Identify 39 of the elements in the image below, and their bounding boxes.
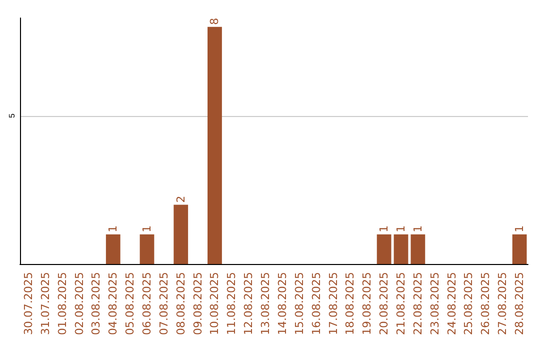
x-tick-label: 23.08.2025: [428, 272, 442, 336]
x-tick-label: 18.08.2025: [344, 272, 357, 336]
x-tick-label: 13.08.2025: [259, 272, 272, 336]
x-tick-label: 26.08.2025: [479, 272, 492, 336]
x-tick-label: 19.08.2025: [360, 272, 374, 336]
data-label: 1: [411, 225, 424, 232]
data-label: 1: [378, 225, 391, 232]
x-tick-label: 27.08.2025: [496, 272, 510, 336]
x-tick-label: 28.08.2025: [513, 272, 526, 336]
x-tick-label: 20.08.2025: [378, 272, 391, 336]
x-tick-label: 15.08.2025: [292, 272, 306, 336]
y-tick-label: 5: [8, 113, 16, 118]
x-tick-label: 16.08.2025: [310, 272, 323, 336]
x-tick-label: 09.08.2025: [191, 272, 204, 336]
x-tick-label: 12.08.2025: [242, 272, 256, 336]
x-tick-label: 30.07.2025: [22, 272, 35, 336]
data-label: 8: [208, 18, 222, 25]
x-tick-label: 03.08.2025: [90, 272, 103, 336]
x-tick-label: 24.08.2025: [445, 272, 458, 336]
x-tick-label: 21.08.2025: [394, 272, 408, 336]
x-tick-label: 08.08.2025: [174, 272, 188, 336]
x-tick-label: 04.08.2025: [106, 272, 120, 336]
data-label: 1: [394, 225, 408, 232]
x-tick-label: 14.08.2025: [276, 272, 289, 336]
x-tick-label: 25.08.2025: [462, 272, 476, 336]
x-tick-label: 05.08.2025: [124, 272, 137, 336]
x-tick-label: 31.07.2025: [38, 272, 52, 336]
x-tick-label: 06.08.2025: [140, 272, 154, 336]
x-tick-label: 02.08.2025: [72, 272, 86, 336]
x-tick-label: 01.08.2025: [56, 272, 69, 336]
x-tick-label: 11.08.2025: [225, 272, 238, 336]
data-label: 1: [140, 225, 154, 232]
x-tick-label: 10.08.2025: [208, 272, 222, 336]
x-tick-label: 22.08.2025: [411, 272, 424, 336]
x-tick-label: 07.08.2025: [157, 272, 170, 336]
data-label: 1: [106, 225, 120, 232]
data-label: 2: [174, 196, 188, 203]
data-label: 1: [513, 225, 526, 232]
x-tick-label: 17.08.2025: [326, 272, 340, 336]
